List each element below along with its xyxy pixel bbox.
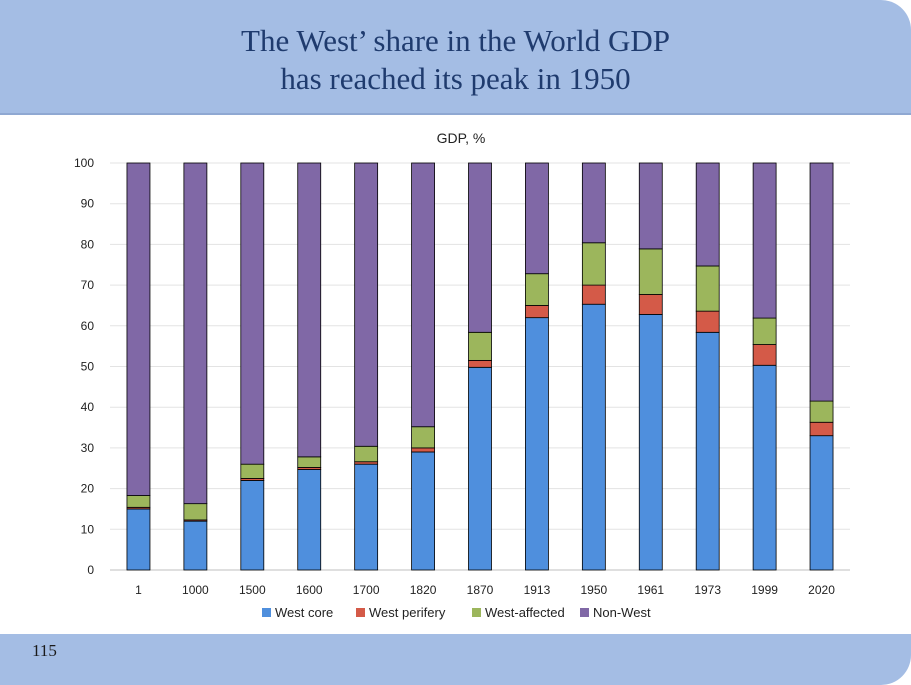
bar-segment xyxy=(809,400,834,423)
legend-swatch xyxy=(262,608,271,617)
x-tick-label: 1913 xyxy=(524,583,551,597)
bar-segment xyxy=(411,447,435,453)
legend-label: Non-West xyxy=(593,605,651,620)
bar-segment xyxy=(581,242,606,286)
bar-segment xyxy=(126,508,151,571)
x-tick-label: 1700 xyxy=(353,583,380,597)
x-tick-label: 1820 xyxy=(410,583,437,597)
y-tick-label: 90 xyxy=(81,197,95,211)
bar-segment xyxy=(638,162,663,250)
chart-title: GDP, % xyxy=(437,130,486,146)
bar-segment xyxy=(752,344,777,366)
bar-segment xyxy=(297,456,322,468)
bars xyxy=(126,162,834,571)
title-band xyxy=(0,0,911,115)
bar-segment xyxy=(809,421,834,437)
bar-segment xyxy=(695,331,720,571)
bar-segment xyxy=(525,305,549,319)
bar-segment xyxy=(297,469,322,571)
legend-label: West-affected xyxy=(485,605,565,620)
slide-title-line-2: has reached its peak in 1950 xyxy=(280,61,631,96)
bar-segment xyxy=(354,445,379,463)
y-tick-label: 100 xyxy=(74,156,94,170)
x-tick-label: 1973 xyxy=(694,583,721,597)
y-tick-label: 10 xyxy=(81,522,95,536)
x-axis-ticks: 1 1000 1500 1600 1700 1820 1870 1913 1950 1961 197… xyxy=(135,583,835,597)
bar-segment xyxy=(354,463,379,571)
bar-segment xyxy=(695,310,720,333)
x-tick-label: 1870 xyxy=(467,583,494,597)
x-tick-label: 1999 xyxy=(751,583,778,597)
x-tick-label: 1 xyxy=(135,583,142,597)
y-tick-label: 30 xyxy=(81,441,95,455)
bar-segment xyxy=(411,451,435,571)
bar-segment xyxy=(581,303,606,571)
bar-segment xyxy=(695,162,720,267)
bar-segment xyxy=(638,248,663,295)
x-tick-label: 1500 xyxy=(239,583,266,597)
bar-segment xyxy=(126,162,151,496)
bar-segment xyxy=(468,162,492,333)
footer-band xyxy=(0,634,911,685)
legend-swatch xyxy=(472,608,481,617)
chart-panel: GDP, % 0 10 20 30 40 50 60 70 80 90 100 1 1000 1500 1… xyxy=(62,116,860,634)
x-tick-label: 1961 xyxy=(637,583,664,597)
bar-segment xyxy=(297,162,322,458)
bar-segment xyxy=(809,435,834,571)
x-tick-label: 2020 xyxy=(808,583,835,597)
legend: West core West perifery West-affected Non-W… xyxy=(262,605,651,620)
bar-segment xyxy=(183,162,208,505)
bar-segment xyxy=(468,366,492,571)
legend-swatch xyxy=(580,608,589,617)
bar-segment xyxy=(183,503,208,521)
bar-segment xyxy=(581,162,606,244)
bar-segment xyxy=(525,317,549,571)
y-tick-label: 20 xyxy=(81,482,95,496)
bar-segment xyxy=(638,294,663,315)
bar-segment xyxy=(240,162,265,465)
bar-segment xyxy=(809,162,834,402)
y-tick-label: 60 xyxy=(81,319,95,333)
bar-segment xyxy=(468,331,492,361)
page-number: 115 xyxy=(32,641,57,660)
x-tick-label: 1600 xyxy=(296,583,323,597)
bar-segment xyxy=(183,520,208,571)
bar-segment xyxy=(752,364,777,571)
bar-segment xyxy=(411,162,435,428)
y-axis-ticks: 0 10 20 30 40 50 60 70 80 90 100 xyxy=(74,156,94,577)
bar-segment xyxy=(525,273,549,306)
y-tick-label: 80 xyxy=(81,237,95,251)
bar-segment xyxy=(354,162,379,447)
y-tick-label: 40 xyxy=(81,400,95,414)
y-tick-label: 0 xyxy=(87,563,94,577)
legend-label: West core xyxy=(275,605,333,620)
bar-segment xyxy=(411,426,435,449)
bar-segment xyxy=(695,265,720,312)
y-tick-label: 70 xyxy=(81,278,95,292)
bar-segment xyxy=(126,495,151,508)
bar-segment xyxy=(525,162,549,275)
legend-swatch xyxy=(356,608,365,617)
slide-title: The West’ share in the World GDP has rea… xyxy=(0,22,911,98)
bar-segment xyxy=(468,359,492,368)
bar-segment xyxy=(752,162,777,319)
bar-segment xyxy=(240,463,265,479)
x-tick-label: 1000 xyxy=(182,583,209,597)
slide-title-line-1: The West’ share in the World GDP xyxy=(241,23,670,58)
bar-segment xyxy=(638,314,663,571)
bar-segment xyxy=(752,317,777,345)
x-tick-label: 1950 xyxy=(580,583,607,597)
bar-segment xyxy=(581,284,606,305)
legend-label: West perifery xyxy=(369,605,446,620)
bar-segment xyxy=(240,480,265,571)
y-tick-label: 50 xyxy=(81,360,95,374)
